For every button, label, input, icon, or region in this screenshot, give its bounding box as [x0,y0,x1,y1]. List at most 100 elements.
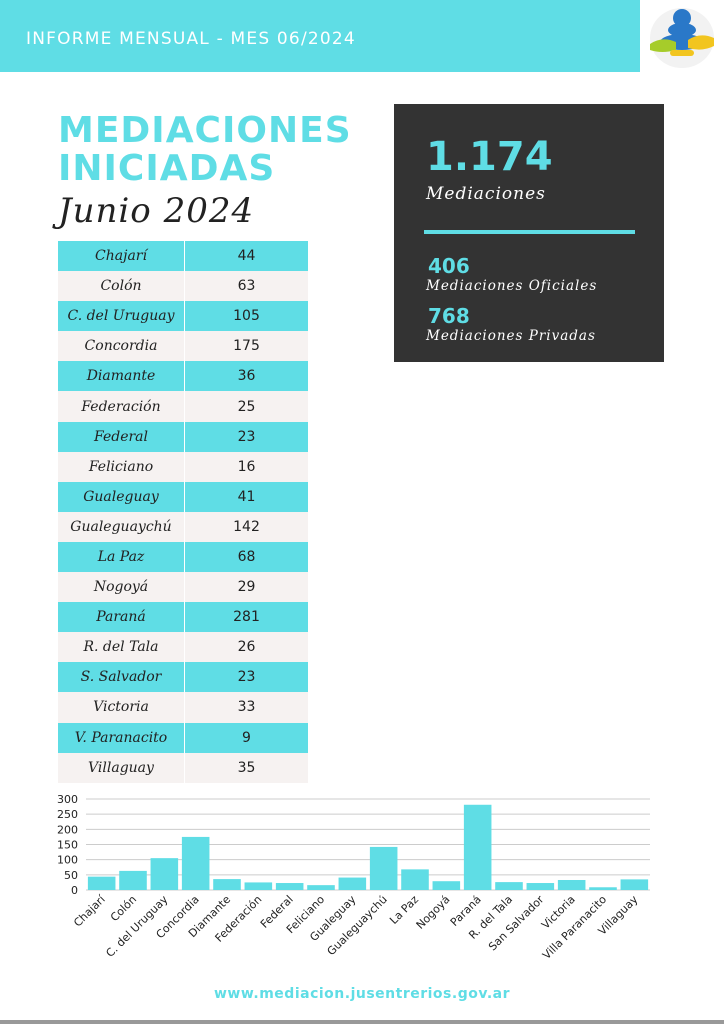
table-row: Feliciano 16 [58,451,308,482]
department-count: 23 [237,428,256,445]
y-tick-label: 0 [71,884,78,897]
main-title-line2: INICIADAS [58,148,276,189]
stats-divider [424,230,635,234]
bottom-rule [0,1020,724,1024]
department-name: Diamante [58,361,185,392]
department-name: R. del Tala [58,632,185,663]
department-count: 23 [237,669,256,686]
table-row: Colón 63 [58,271,308,302]
chart-bar [620,879,649,890]
department-name: Paraná [58,602,185,633]
department-count: 142 [233,518,260,535]
chart-bar [181,836,210,890]
y-tick-label: 200 [57,823,78,836]
table-row: R. del Tala 26 [58,632,308,663]
x-tick-label: Chajarí [71,892,108,929]
stats-privadas-label: Mediaciones Privadas [426,328,596,344]
y-tick-label: 300 [57,793,78,806]
department-name: Feliciano [58,451,185,482]
table-row: Gualeguaychú 142 [58,511,308,542]
table-row: Federal 23 [58,421,308,452]
department-name: Nogoyá [58,572,185,603]
month-subtitle: Junio 2024 [58,191,255,231]
chart-bar [557,879,586,890]
table-row: C. del Uruguay 105 [58,301,308,332]
chart-bar [150,858,179,890]
y-tick-label: 250 [57,808,78,821]
footer-url[interactable]: www.mediacion.jusentrerios.gov.ar [214,986,510,1002]
stats-total-value: 1.174 [426,134,553,180]
department-name: S. Salvador [58,662,185,693]
department-count: 68 [237,548,256,565]
chart-bar [275,883,304,890]
table-row: S. Salvador 23 [58,662,308,693]
department-count: 44 [237,248,256,265]
chart-bar [495,882,523,890]
chart-bar [87,876,116,890]
table-row: Gualeguay 41 [58,481,308,512]
department-count: 26 [237,639,256,656]
main-title: MEDIACIONES INICIADAS [58,112,352,188]
x-tick-label: San Salvador [486,893,547,954]
department-name: Villaguay [58,752,185,783]
department-name: Federación [58,391,185,422]
stats-total-label: Mediaciones [426,184,546,204]
department-name: Victoria [58,692,185,723]
chart-bar [589,887,617,890]
department-count: 41 [237,488,256,505]
chart-bar [401,869,429,890]
header-bar: INFORME MENSUAL - MES 06/2024 [0,0,640,72]
chart-bar [432,881,461,890]
department-name: C. del Uruguay [58,301,185,332]
department-count: 9 [242,729,251,746]
chart-bar [244,882,273,890]
table-row: Diamante 36 [58,361,308,392]
y-tick-label: 50 [64,869,78,882]
department-count: 33 [237,699,256,716]
table-row: Concordia 175 [58,331,308,362]
table-row: Federación 25 [58,391,308,422]
mediations-by-department-table: Chajarí 44 Colón 63 C. del Uruguay 105 Concord… [58,241,308,783]
department-count: 105 [233,308,260,325]
chart-bar [463,804,492,890]
table-row: La Paz 68 [58,541,308,573]
y-tick-label: 100 [57,854,78,867]
table-row: Nogoyá 29 [58,572,308,603]
report-title: INFORME MENSUAL - MES 06/2024 [26,29,356,49]
chart-bar [119,870,147,890]
stats-oficiales-label: Mediaciones Oficiales [426,278,598,294]
chart-bar [307,885,335,890]
department-count: 16 [237,458,256,475]
table-row: Paraná 281 [58,602,308,633]
y-tick-label: 150 [57,839,78,852]
department-count: 175 [233,338,260,355]
department-name: Federal [58,421,185,452]
chart-bar [213,879,241,890]
department-count: 63 [237,278,256,295]
department-count: 281 [233,609,260,626]
department-count: 25 [237,398,256,415]
main-title-line1: MEDIACIONES [58,110,352,151]
stats-privadas-value: 768 [428,304,470,328]
department-count: 36 [237,368,256,385]
stats-oficiales-value: 406 [428,254,470,278]
department-name: V. Paranacito [58,722,185,753]
chart-bar [369,846,398,890]
table-row: Villaguay 35 [58,752,308,783]
table-row: V. Paranacito 9 [58,722,308,753]
x-tick-label: Nogoyá [414,893,453,932]
department-name: Chajarí [58,241,185,272]
table-row: Victoria 33 [58,692,308,723]
department-name: Gualeguaychú [58,511,185,542]
mediation-logo-icon [640,0,724,72]
department-name: Colón [58,271,185,302]
chart-bar [338,877,367,890]
table-row: Chajarí 44 [58,241,308,272]
department-name: Concordia [58,331,185,362]
stats-panel: 1.174 Mediaciones 406 Mediaciones Oficia… [394,104,664,362]
department-count: 35 [237,759,256,776]
chart-bar [526,883,555,890]
department-count: 29 [237,579,256,596]
department-name: La Paz [58,541,185,573]
